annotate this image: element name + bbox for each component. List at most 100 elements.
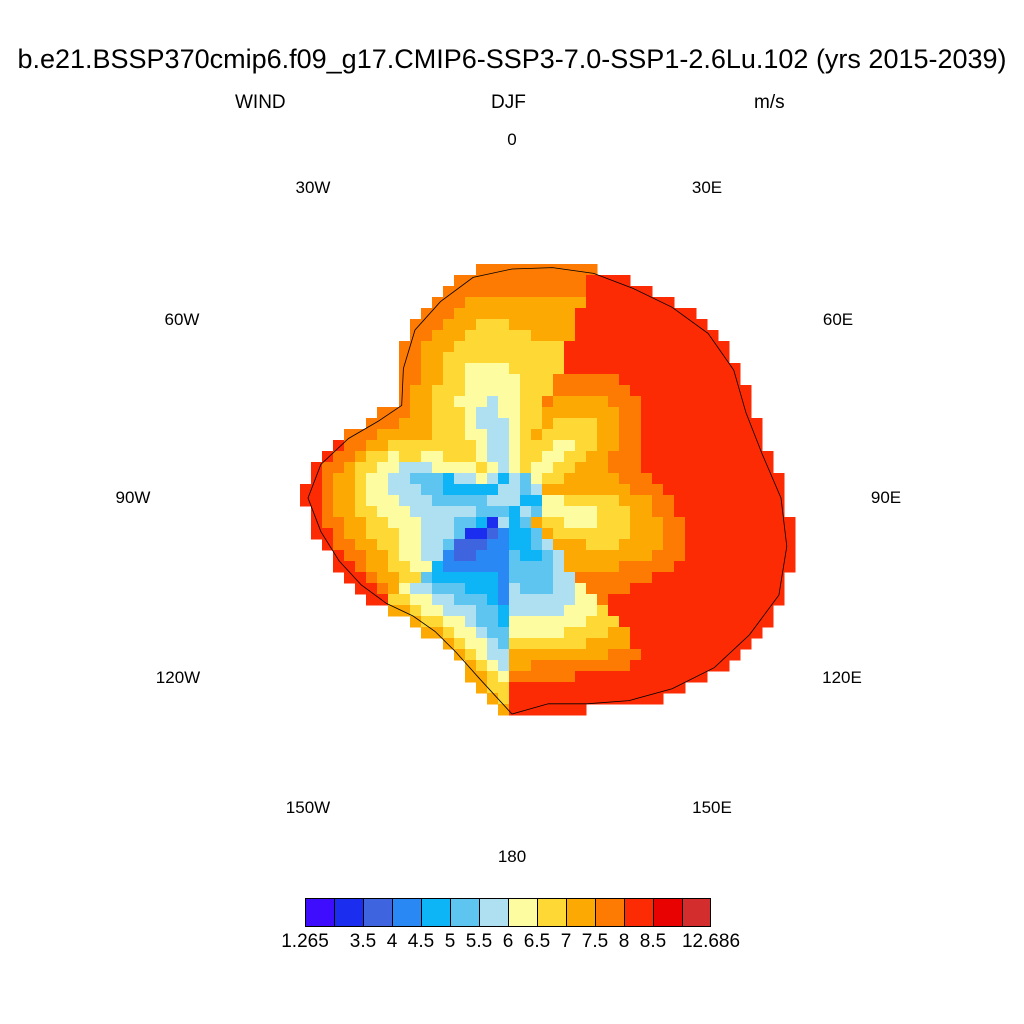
wind-cell [498,638,510,650]
wind-cell [421,627,433,639]
wind-cell [630,330,642,342]
wind-cell [476,407,488,419]
wind-cell [674,440,686,452]
wind-cell [696,506,708,518]
wind-cell [476,660,488,672]
wind-cell [586,484,598,496]
wind-cell [630,649,642,661]
wind-cell [520,605,532,617]
wind-cell [410,407,422,419]
wind-cell [410,616,422,628]
wind-cell [465,594,477,606]
wind-cell [718,341,730,353]
wind-cell [773,473,785,485]
wind-cell [586,286,598,298]
wind-cell [531,506,543,518]
wind-cell [718,429,730,441]
wind-cell [421,506,433,518]
wind-cell [608,539,620,551]
wind-cell [740,462,752,474]
wind-cell [619,374,631,386]
wind-cell [465,616,477,628]
wind-cell [564,671,576,683]
wind-cell [476,506,488,518]
wind-cell [542,561,554,573]
wind-cell [707,418,719,430]
wind-cell [619,341,631,353]
wind-cell [476,341,488,353]
colorbar-label: 6 [502,931,514,952]
wind-cell [432,506,444,518]
wind-cell [707,484,719,496]
wind-cell [388,594,400,606]
wind-cell [564,440,576,452]
wind-cell [597,407,609,419]
wind-cell [454,418,466,430]
wind-cell [443,594,455,606]
wind-cell [421,583,433,595]
wind-cell [498,660,510,672]
wind-cell [399,385,411,397]
wind-cell [597,352,609,364]
wind-cell [707,495,719,507]
wind-cell [575,517,587,529]
wind-cell [729,451,741,463]
wind-cell [751,418,763,430]
wind-cell [696,352,708,364]
wind-cell [454,308,466,320]
wind-cell [476,583,488,595]
wind-cell [498,418,510,430]
wind-cell [597,429,609,441]
wind-cell [399,594,411,606]
wind-cell [388,572,400,584]
wind-cell [575,671,587,683]
wind-cell [619,462,631,474]
wind-cell [311,517,323,529]
wind-cell [751,572,763,584]
wind-cell [696,341,708,353]
wind-cell [619,572,631,584]
wind-cell [696,429,708,441]
wind-cell [630,528,642,540]
wind-cell [740,616,752,628]
wind-cell [509,374,521,386]
wind-cell [476,451,488,463]
wind-cell [674,418,686,430]
wind-cell [487,539,499,551]
wind-cell [630,308,642,320]
wind-cell [718,649,730,661]
wind-cell [564,407,576,419]
wind-cell [553,473,565,485]
wind-cell [454,484,466,496]
wind-cell [718,462,730,474]
lon-label-150w: 150W [285,798,331,817]
wind-cell [696,418,708,430]
wind-cell [476,275,488,287]
lon-label-0: 0 [507,130,517,149]
lon-label-30w: 30W [295,178,331,197]
wind-cell [718,407,730,419]
wind-cell [454,462,466,474]
wind-cell [597,517,609,529]
wind-cell [531,473,543,485]
wind-cell [663,462,675,474]
wind-cell [498,583,510,595]
wind-cell [586,583,598,595]
wind-cell [773,550,785,562]
wind-cell [707,429,719,441]
wind-cell [509,517,521,529]
wind-cell [597,671,609,683]
wind-cell [366,561,378,573]
wind-cell [641,616,653,628]
wind-cell [597,363,609,375]
wind-cell [597,297,609,309]
wind-cell [663,341,675,353]
wind-cell [729,429,741,441]
coastline [307,267,788,715]
wind-cell [432,528,444,540]
wind-cell [564,374,576,386]
wind-cell [509,594,521,606]
wind-cell [685,506,697,518]
wind-cell [487,517,499,529]
wind-cell [355,528,367,540]
